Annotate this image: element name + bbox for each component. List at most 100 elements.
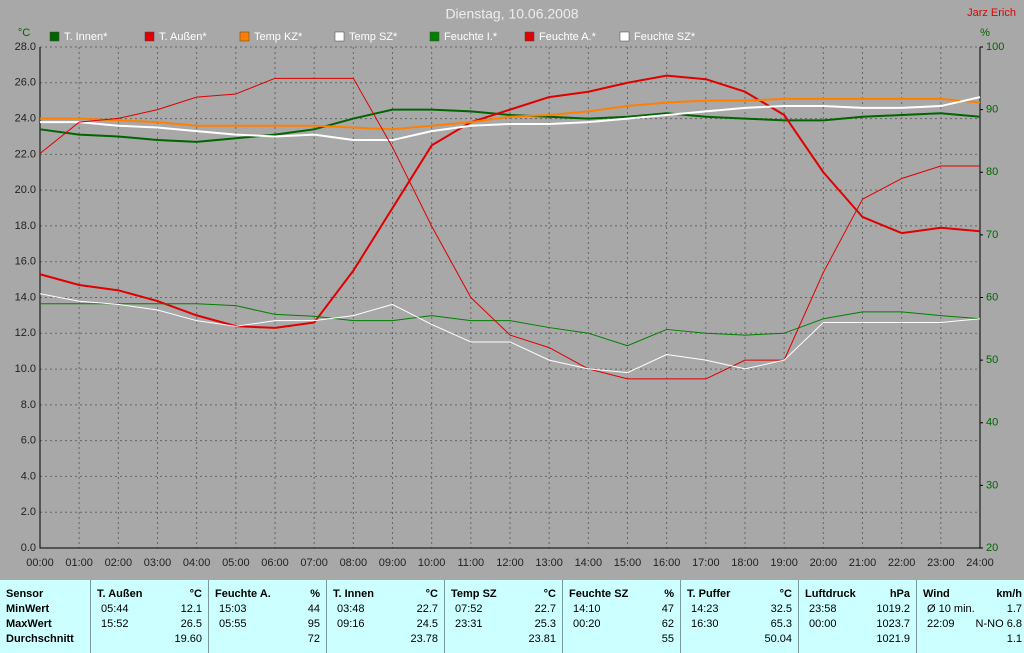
legend-swatch: [144, 31, 155, 42]
x-tick-label: 00:00: [26, 557, 54, 569]
sensor-column: Temp SZ °C 07:52 22.7 23:31 25.3 23.81: [444, 580, 562, 653]
header-cell: Feuchte A.%: [209, 587, 326, 602]
row-label: Durchschnitt: [6, 633, 74, 645]
legend-swatch: [619, 31, 630, 42]
sensor-column: Feuchte A.% 15:03 44 05:55 95 72: [208, 580, 326, 653]
sensor-column: T. Puffer °C 14:23 32.5 16:30 65.3 50.04: [680, 580, 798, 653]
cell-time: 22:09: [927, 618, 955, 630]
cell-time: 09:16: [337, 618, 365, 630]
cell-value: 25.3: [534, 618, 556, 630]
cell-value: 95: [307, 618, 320, 630]
cell-value: 12.1: [180, 603, 202, 615]
cell-value: N-NO 6.8: [975, 618, 1022, 630]
y2-tick-label: 90: [986, 104, 998, 116]
y-tick-label: 0.0: [21, 542, 36, 554]
cell-value: 32.5: [770, 603, 792, 615]
series-line: [40, 96, 981, 142]
column-name: T. Innen: [333, 588, 374, 600]
column-unit: °C: [543, 588, 556, 600]
cell-time: 03:48: [337, 603, 365, 615]
chart: Dienstag, 10.06.2008 Jarz Erich °C % 0.0…: [15, 6, 1016, 569]
data-cell: 05:44 12.1: [91, 602, 208, 617]
y2-axis-label: %: [980, 27, 990, 39]
data-cell: 05:55 95: [209, 617, 326, 632]
legend-swatch: [334, 31, 345, 42]
chart-title: Dienstag, 10.06.2008: [445, 6, 578, 22]
x-tick-label: 11:00: [457, 557, 484, 569]
sensor-column: T. Außen °C 05:44 12.1 15:52 26.5 19.60: [90, 580, 208, 653]
legend-label: T. Außen*: [159, 31, 207, 43]
header-cell: Feuchte SZ%: [563, 587, 680, 602]
y2-tick-label: 60: [986, 291, 998, 303]
cell-value: 23.81: [528, 633, 556, 645]
column-unit: °C: [779, 588, 792, 600]
header-cell: Temp SZ °C: [445, 587, 562, 602]
sensor-column: Sensor MinWert MaxWert Durchschnitt: [0, 580, 90, 653]
cell-value: 62: [661, 618, 674, 630]
y2-tick-label: 30: [986, 479, 998, 491]
data-cell: 14:10 47: [563, 602, 680, 617]
column-name: Feuchte A.: [215, 588, 271, 600]
data-cell: 07:52 22.7: [445, 602, 562, 617]
cell-time: 05:55: [219, 618, 247, 630]
data-cell: 23.81: [445, 632, 562, 647]
legend-label: Temp SZ*: [349, 31, 398, 43]
sensor-column: T. Innen °C 03:48 22.7 09:16 24.5 23.78: [326, 580, 444, 653]
data-cell: 03:48 22.7: [327, 602, 444, 617]
axis-frame: [39, 47, 981, 549]
column-name: T. Puffer: [687, 588, 731, 600]
cell-value: 55: [661, 633, 674, 645]
data-cell: 23:31 25.3: [445, 617, 562, 632]
sensor-column: Wind km/h Ø 10 min. 1.7 22:09 N-NO 6.8 1.1: [916, 580, 1024, 653]
row-label: MinWert: [6, 603, 50, 615]
cell-value: 47: [661, 603, 674, 615]
row-cell: MaxWert: [0, 617, 90, 632]
cell-value: 1.7: [1006, 603, 1022, 615]
y2-tick-label: 100: [986, 41, 1004, 53]
header-cell: Luftdruck hPa: [799, 587, 916, 602]
row-cell: MinWert: [0, 602, 90, 617]
data-cell: 1.1: [917, 632, 1024, 647]
data-cell: 23.78: [327, 632, 444, 647]
y-tick-label: 16.0: [15, 256, 36, 268]
cell-value: 22.7: [416, 603, 438, 615]
y-tick-label: 2.0: [21, 506, 36, 518]
cell-value: 65.3: [770, 618, 792, 630]
x-tick-label: 24:00: [966, 557, 994, 569]
x-tick-label: 18:00: [731, 557, 759, 569]
x-tick-label: 10:00: [418, 557, 446, 569]
y-tick-label: 28.0: [15, 41, 36, 53]
cell-value: 26.5: [180, 618, 202, 630]
x-tick-label: 15:00: [614, 557, 642, 569]
header-text: Sensor: [6, 588, 44, 600]
y2-tick-label: 50: [986, 354, 998, 366]
legend-label: Feuchte A.*: [539, 31, 597, 43]
cell-value: 50.04: [764, 633, 792, 645]
cell-value: 19.60: [174, 633, 202, 645]
x-tick-label: 22:00: [888, 557, 916, 569]
x-tick-label: 14:00: [575, 557, 603, 569]
legend-label: Feuchte SZ*: [634, 31, 696, 43]
column-name: Wind: [923, 588, 950, 600]
cell-time: 05:44: [101, 603, 129, 615]
legend-label: Feuchte I.*: [444, 31, 498, 43]
cell-value: 1019.2: [876, 603, 910, 615]
cell-time: Ø 10 min.: [927, 603, 975, 615]
y-tick-label: 12.0: [15, 327, 36, 339]
cell-value: 44: [307, 603, 320, 615]
y-tick-label: 22.0: [15, 148, 36, 160]
cell-value: 1021.9: [876, 633, 910, 645]
cell-time: 07:52: [455, 603, 483, 615]
series-line: [39, 77, 980, 380]
column-unit: °C: [189, 588, 202, 600]
cell-value: 23.78: [410, 633, 438, 645]
x-tick-label: 16:00: [653, 557, 681, 569]
y-tick-label: 8.0: [21, 399, 36, 411]
series-line: [40, 303, 981, 347]
series-line: [39, 108, 981, 143]
cell-value: 1023.7: [876, 618, 910, 630]
legend-swatch: [524, 31, 535, 42]
legend-swatch: [49, 31, 60, 42]
data-cell: 00:20 62: [563, 617, 680, 632]
